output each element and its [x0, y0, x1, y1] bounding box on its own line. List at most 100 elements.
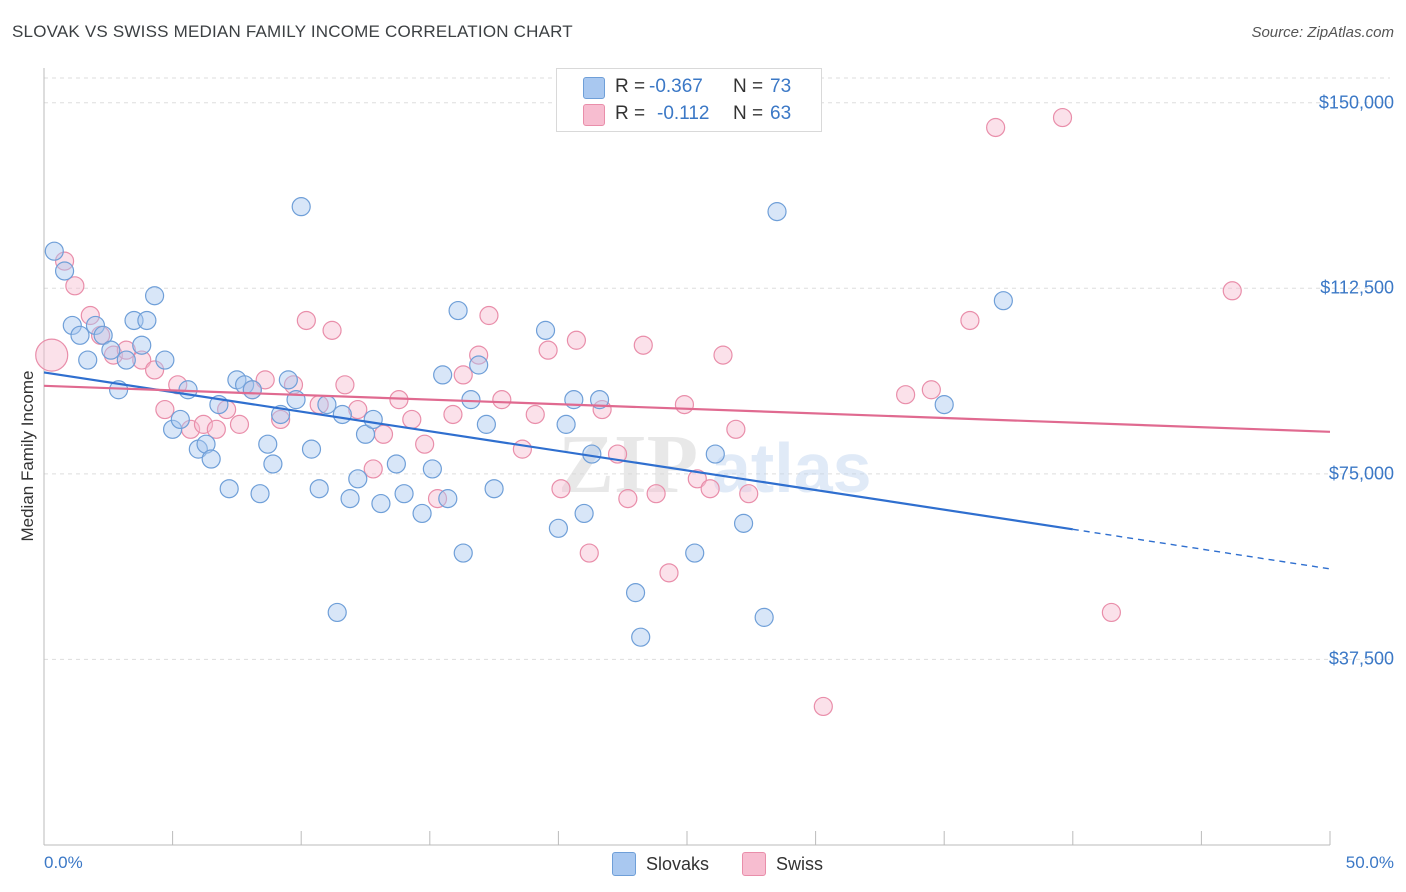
- x-tick-min: 0.0%: [44, 853, 83, 872]
- correlation-legend: R = -0.367 N = 73 R = -0.112 N = 63: [556, 68, 822, 132]
- data-point: [960, 310, 980, 331]
- data-point: [625, 583, 646, 603]
- r-value: -0.367: [649, 76, 703, 97]
- data-point: [921, 380, 941, 400]
- data-point: [535, 320, 556, 340]
- data-point: [132, 335, 152, 355]
- data-point: [646, 484, 666, 504]
- data-point: [618, 489, 638, 509]
- data-point: [538, 340, 558, 360]
- data-point: [255, 370, 275, 390]
- data-point: [556, 414, 576, 434]
- data-point: [206, 419, 226, 439]
- data-point: [659, 563, 679, 583]
- data-point: [355, 424, 376, 444]
- data-point: [453, 365, 473, 385]
- data-point: [548, 518, 569, 538]
- data-point: [525, 404, 545, 425]
- data-point: [278, 370, 298, 390]
- slovaks-trend-extension: [1072, 528, 1331, 570]
- data-point: [250, 484, 270, 504]
- y-tick-label: $150,000: [1318, 92, 1394, 113]
- data-point: [363, 459, 383, 479]
- n-label: N =: [733, 76, 764, 97]
- data-point: [700, 479, 720, 499]
- data-point: [469, 355, 489, 375]
- x-tick-max: 50.0%: [1345, 853, 1394, 872]
- data-point: [394, 484, 414, 504]
- slovaks-legend-swatch: [612, 852, 636, 876]
- data-point: [512, 439, 532, 459]
- data-point: [301, 439, 322, 459]
- data-point: [132, 350, 152, 370]
- data-point: [551, 479, 571, 499]
- data-point: [469, 345, 489, 365]
- data-point: [137, 310, 157, 331]
- trend-lines: [43, 371, 1331, 570]
- legend-item-slovaks[interactable]: Slovaks: [612, 852, 709, 876]
- data-point: [633, 335, 653, 355]
- swiss-trend-line: [43, 384, 1331, 433]
- data-point: [422, 459, 442, 479]
- data-point: [340, 489, 360, 509]
- data-point: [348, 399, 368, 420]
- data-point: [461, 390, 481, 410]
- data-point: [566, 330, 587, 350]
- swiss-legend-label: Swiss: [776, 853, 824, 874]
- data-point: [412, 503, 432, 524]
- data-point: [116, 350, 136, 370]
- data-point: [1222, 281, 1242, 301]
- y-tick-label: $112,500: [1320, 277, 1394, 298]
- data-point: [427, 489, 448, 509]
- data-point: [242, 380, 262, 400]
- data-point: [78, 350, 98, 370]
- data-point: [101, 340, 121, 360]
- data-point: [116, 340, 136, 360]
- chart-title: SLOVAK VS SWISS MEDIAN FAMILY INCOME COR…: [12, 22, 573, 41]
- watermark-zip: ZIP: [558, 418, 698, 511]
- slovaks-points: [44, 197, 1013, 647]
- data-point: [438, 489, 458, 509]
- data-point: [70, 325, 90, 345]
- data-point: [322, 320, 342, 340]
- data-point: [993, 291, 1013, 311]
- source-label: Source: ZipAtlas.com: [1251, 24, 1394, 41]
- data-point: [1101, 602, 1121, 623]
- swiss-swatch: [583, 104, 605, 126]
- n-value: 73: [770, 76, 792, 97]
- data-point: [348, 469, 368, 489]
- data-point: [453, 543, 473, 563]
- data-point: [155, 350, 175, 370]
- swiss-points: [35, 107, 1242, 717]
- data-point: [35, 338, 69, 372]
- data-point: [443, 404, 463, 425]
- data-point: [713, 345, 733, 365]
- data-point: [309, 479, 329, 499]
- data-point: [263, 454, 283, 474]
- r-value: -0.112: [657, 103, 710, 124]
- data-point: [813, 696, 833, 717]
- data-point: [705, 444, 725, 464]
- legend-item-swiss[interactable]: Swiss: [742, 852, 823, 876]
- data-point: [363, 409, 383, 430]
- data-point: [201, 449, 221, 469]
- n-value: 63: [770, 103, 792, 124]
- swiss-legend-swatch: [742, 852, 766, 876]
- data-point: [219, 479, 239, 499]
- data-point: [332, 404, 352, 425]
- data-point: [271, 409, 291, 430]
- data-point: [335, 375, 355, 395]
- data-point: [415, 434, 435, 454]
- data-point: [144, 360, 165, 380]
- data-point: [687, 469, 707, 489]
- data-point: [65, 276, 85, 296]
- data-point: [476, 414, 496, 434]
- data-point: [80, 305, 100, 326]
- data-point: [492, 390, 512, 410]
- data-point: [986, 117, 1006, 138]
- data-point: [54, 261, 75, 281]
- data-point: [144, 286, 165, 306]
- data-point: [317, 394, 337, 415]
- data-point: [170, 409, 190, 430]
